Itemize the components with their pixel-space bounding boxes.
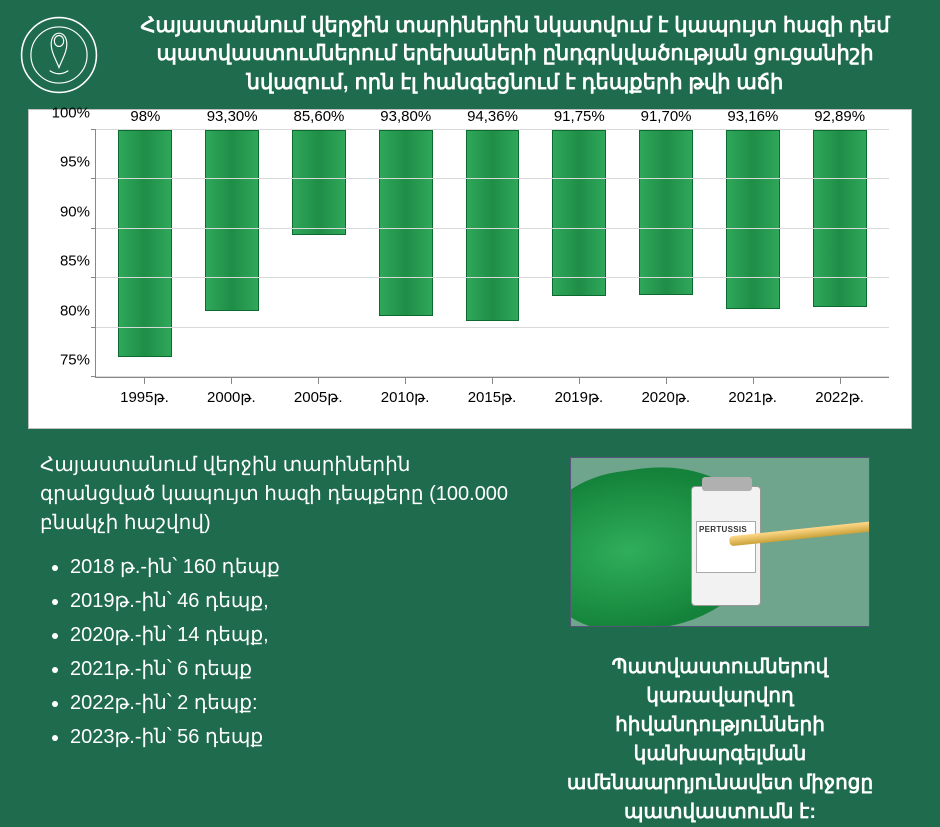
ytick-mark <box>91 228 96 229</box>
ytick-mark <box>91 277 96 278</box>
gridline <box>96 327 889 328</box>
bar-value-label: 85,60% <box>294 108 345 125</box>
gridline <box>96 178 889 179</box>
bars-group: 98% 93,30% 85,60% 93,80% 94,36% 91,75% 91,70% 9… <box>96 130 889 377</box>
bar: 93,16% <box>726 130 780 309</box>
bar-column: 93,30% <box>189 130 276 377</box>
xtick-label: 2015թ. <box>449 378 536 418</box>
xtick-label: 2010թ. <box>362 378 449 418</box>
x-axis-ticks: 1995թ.2000թ.2005թ.2010թ.2015թ.2019թ.2020… <box>95 378 889 418</box>
list-item: 2019թ.-ին՝ 46 դեպք, <box>70 584 520 618</box>
plot-area: 98% 93,30% 85,60% 93,80% 94,36% 91,75% 91,70% 9… <box>95 130 889 378</box>
page-title: Հայաստանում վերջին տարիներին նկատվում է … <box>110 12 920 97</box>
cases-list: 2018 թ.-ին՝ 160 դեպք2019թ.-ին՝ 46 դեպք,2… <box>40 550 520 754</box>
bar: 94,36% <box>466 130 520 321</box>
vial-label: PERTUSSIS <box>696 521 756 573</box>
ytick-label: 100% <box>52 105 90 122</box>
right-column: PERTUSSIS Պատվաստումներով կառավարվող հիվ… <box>520 451 910 827</box>
list-item: 2023թ.-ին՝ 56 դեպք <box>70 720 520 754</box>
bar-value-label: 93,16% <box>727 108 778 125</box>
xtick-label: 2020թ. <box>622 378 709 418</box>
bar-value-label: 91,75% <box>554 108 605 125</box>
gridline <box>96 376 889 377</box>
vial-cap <box>702 477 752 491</box>
bar: 91,70% <box>639 130 693 295</box>
ytick-label: 75% <box>60 352 90 369</box>
list-item: 2021թ.-ին՝ 6 դեպք <box>70 652 520 686</box>
bar-value-label: 94,36% <box>467 108 518 125</box>
ytick-label: 90% <box>60 203 90 220</box>
xtick-label: 2000թ. <box>188 378 275 418</box>
bar: 93,80% <box>379 130 433 316</box>
bar-column: 92,89% <box>796 130 883 377</box>
vaccine-image: PERTUSSIS <box>570 457 870 627</box>
ytick-label: 80% <box>60 302 90 319</box>
bar-chart: 98% 93,30% 85,60% 93,80% 94,36% 91,75% 91,70% 9… <box>39 124 901 418</box>
cases-title: Հայաստանում վերջին տարիներին գրանցված կա… <box>40 451 520 538</box>
bar: 98% <box>118 130 172 357</box>
bar-value-label: 93,80% <box>380 108 431 125</box>
ytick-label: 85% <box>60 253 90 270</box>
bar-column: 94,36% <box>449 130 536 377</box>
conclusion-text: Պատվաստումներով կառավարվող հիվանդություն… <box>540 653 900 827</box>
bar-column: 91,70% <box>623 130 710 377</box>
ytick-mark <box>91 178 96 179</box>
ytick-mark <box>91 376 96 377</box>
xtick-label: 2019թ. <box>535 378 622 418</box>
xtick-label: 1995թ. <box>101 378 188 418</box>
gridline <box>96 228 889 229</box>
lower-section: Հայաստանում վերջին տարիներին գրանցված կա… <box>0 429 940 827</box>
ytick-label: 95% <box>60 154 90 171</box>
cases-column: Հայաստանում վերջին տարիներին գրանցված կա… <box>40 451 520 827</box>
bar-column: 93,80% <box>362 130 449 377</box>
bar-value-label: 98% <box>130 108 160 125</box>
bar-column: 98% <box>102 130 189 377</box>
list-item: 2020թ.-ին՝ 14 դեպք, <box>70 618 520 652</box>
bar: 85,60% <box>292 130 346 235</box>
vaccine-vial: PERTUSSIS <box>691 486 761 606</box>
header: Հայաստանում վերջին տարիներին նկատվում է … <box>0 0 940 105</box>
chart-container: 98% 93,30% 85,60% 93,80% 94,36% 91,75% 91,70% 9… <box>28 109 912 429</box>
bar-column: 93,16% <box>709 130 796 377</box>
xtick-label: 2022թ. <box>796 378 883 418</box>
gridline <box>96 277 889 278</box>
ytick-mark <box>91 129 96 130</box>
bar-value-label: 93,30% <box>207 108 258 125</box>
bar: 92,89% <box>813 130 867 307</box>
xtick-label: 2021թ. <box>709 378 796 418</box>
bar: 93,30% <box>205 130 259 311</box>
bar: 91,75% <box>552 130 606 295</box>
list-item: 2022թ.-ին՝ 2 դեպք: <box>70 686 520 720</box>
bar-value-label: 91,70% <box>641 108 692 125</box>
ytick-mark <box>91 327 96 328</box>
gridline <box>96 129 889 130</box>
xtick-label: 2005թ. <box>275 378 362 418</box>
list-item: 2018 թ.-ին՝ 160 դեպք <box>70 550 520 584</box>
bar-column: 91,75% <box>536 130 623 377</box>
bar-value-label: 92,89% <box>814 108 865 125</box>
university-seal-logo <box>20 16 98 94</box>
bar-column: 85,60% <box>276 130 363 377</box>
